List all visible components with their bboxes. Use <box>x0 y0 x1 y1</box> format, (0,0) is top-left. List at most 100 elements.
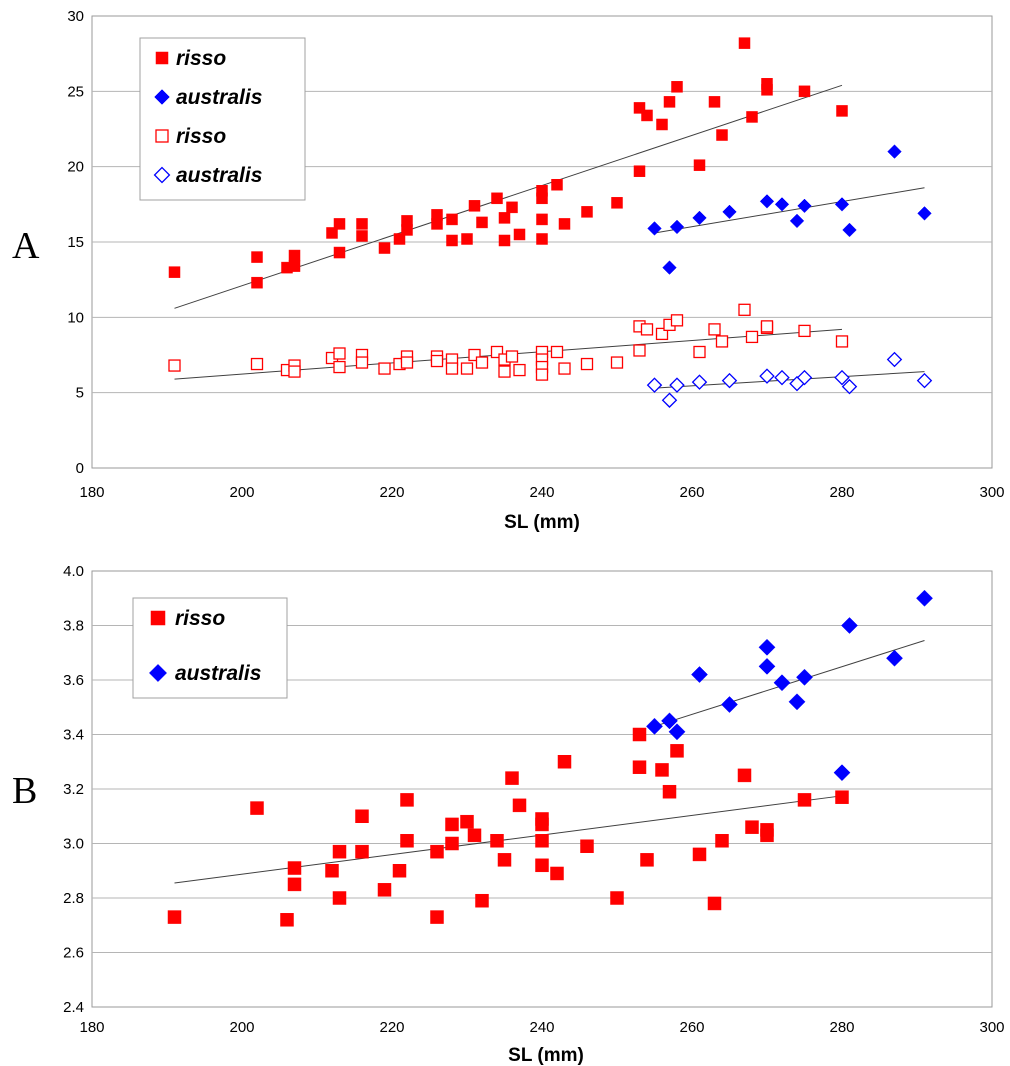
data-point-australis <box>841 617 858 634</box>
data-point-risso <box>401 224 413 236</box>
data-point-risso <box>535 817 549 832</box>
data-point-risso <box>656 118 668 131</box>
data-point-risso <box>671 81 683 93</box>
data-point-risso <box>836 105 848 117</box>
x-tick-label: 240 <box>529 1019 554 1036</box>
y-tick-label: 5 <box>76 385 84 402</box>
data-point-risso <box>550 345 564 359</box>
data-point-risso <box>610 891 624 905</box>
data-point-risso <box>581 206 593 218</box>
data-point-australis <box>661 712 678 730</box>
data-point-risso <box>491 192 503 205</box>
data-point-risso <box>655 763 669 777</box>
data-point-risso <box>280 913 294 927</box>
y-tick-label: 25 <box>67 83 84 100</box>
data-point-risso <box>332 844 347 859</box>
y-tick-label: 2.8 <box>63 890 84 907</box>
data-point-risso <box>355 809 369 823</box>
data-point-risso <box>355 844 369 859</box>
data-point-risso <box>550 866 564 881</box>
data-point-risso <box>490 345 504 359</box>
data-point-risso <box>168 359 181 372</box>
data-point-risso <box>445 836 459 851</box>
y-tick-label: 30 <box>67 8 84 25</box>
data-point-risso <box>798 85 811 98</box>
data-point-australis <box>647 221 662 236</box>
data-point-australis <box>916 589 933 607</box>
data-point-risso <box>632 760 647 774</box>
data-point-australis <box>759 368 775 384</box>
data-point-risso <box>512 798 527 813</box>
chart-panel-a: A 0 5 10 15 20 25 30 180 200 220 240 260 280 300 SL … <box>12 8 1005 533</box>
data-point-risso <box>632 727 647 742</box>
data-point-risso <box>798 324 811 338</box>
data-point-risso <box>655 327 669 341</box>
data-point-risso <box>662 784 677 799</box>
data-point-risso <box>287 877 302 892</box>
data-point-australis <box>668 723 686 741</box>
data-point-risso <box>535 834 549 848</box>
x-axis-title-a: SL (mm) <box>504 512 580 533</box>
legend-marker-risso <box>155 129 169 143</box>
data-point-australis <box>692 210 707 226</box>
data-point-risso <box>746 111 758 123</box>
data-point-risso <box>333 360 346 374</box>
legend-label-australis: australis <box>175 662 261 685</box>
data-point-risso <box>708 96 721 108</box>
x-axis-title-b: SL (mm) <box>508 1045 584 1066</box>
data-point-risso <box>715 834 729 848</box>
data-point-risso <box>460 362 474 375</box>
legend-label-australis: australis <box>176 86 262 109</box>
data-point-risso <box>738 303 751 316</box>
data-points-b <box>167 589 933 927</box>
data-point-risso <box>670 314 684 327</box>
legend-a: risso australis risso australis <box>139 37 306 201</box>
data-point-risso <box>430 910 444 924</box>
data-point-australis <box>773 674 791 692</box>
data-point-risso <box>288 249 301 262</box>
data-point-australis <box>841 378 858 395</box>
data-point-risso <box>400 793 414 807</box>
y-tick-label: 10 <box>67 309 84 326</box>
data-point-australis <box>758 638 776 656</box>
data-point-risso <box>378 242 391 254</box>
x-tick-label: 300 <box>979 484 1004 501</box>
data-point-risso <box>446 234 458 247</box>
data-point-risso <box>400 834 414 848</box>
data-point-risso <box>468 348 481 362</box>
data-point-australis <box>796 369 813 386</box>
data-point-risso <box>536 192 548 205</box>
legend-marker-australis <box>148 663 168 683</box>
legend-marker-australis <box>153 166 171 184</box>
data-point-risso <box>535 368 549 381</box>
data-point-australis <box>797 198 812 214</box>
y-tick-label: 3.4 <box>63 727 84 744</box>
data-point-risso <box>505 771 519 785</box>
data-point-risso <box>738 37 751 49</box>
data-point-risso <box>580 839 594 853</box>
data-point-risso <box>250 357 264 371</box>
data-point-risso <box>536 213 548 226</box>
data-point-risso <box>325 864 339 878</box>
data-point-risso <box>377 883 392 897</box>
data-point-risso <box>693 345 706 359</box>
data-point-risso <box>393 233 406 245</box>
x-tick-label: 200 <box>229 1019 254 1036</box>
legend-label-risso: risso <box>176 47 226 70</box>
data-point-risso <box>167 910 182 924</box>
data-point-risso <box>551 178 563 191</box>
data-point-risso <box>760 320 774 333</box>
data-point-risso <box>641 109 653 122</box>
data-point-australis <box>886 351 903 368</box>
x-tick-label: 280 <box>829 484 854 501</box>
data-point-australis <box>774 197 790 212</box>
trendline-australis <box>654 187 925 234</box>
data-point-risso <box>333 246 346 259</box>
data-point-australis <box>774 369 790 386</box>
data-point-risso <box>715 335 729 348</box>
data-point-risso <box>497 853 512 867</box>
data-point-risso <box>505 350 519 363</box>
data-point-risso <box>663 96 676 108</box>
data-point-risso <box>490 834 504 848</box>
